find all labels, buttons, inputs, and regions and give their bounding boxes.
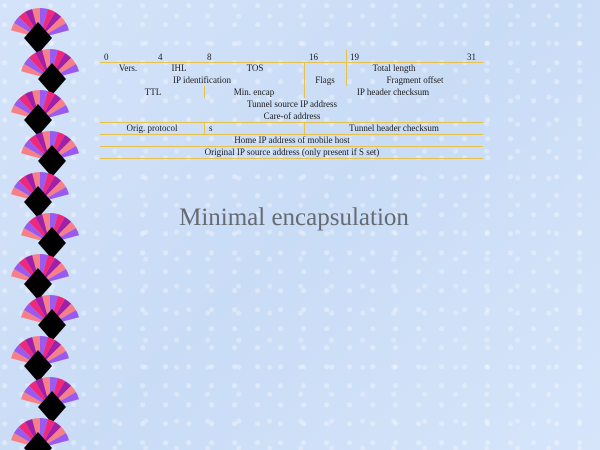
fan-ornament: [21, 376, 79, 423]
row-divider: [100, 122, 483, 123]
fan-hub: [24, 186, 52, 218]
field-ip-identification: IP identification: [173, 75, 231, 85]
field-ip-header-checksum: IP header checksum: [356, 87, 430, 97]
row-divider: [100, 146, 483, 147]
fan-hub: [38, 309, 66, 341]
field-home-ip-address: Home IP address of mobile host: [234, 135, 350, 145]
fan-ornament: [21, 294, 79, 341]
fan-ornament: [11, 253, 69, 300]
decorative-fan-border: [11, 7, 79, 450]
bit-position-31: 31: [467, 52, 476, 62]
fan-hub: [38, 227, 66, 259]
field-fragment-offset: Fragment offset: [386, 75, 444, 85]
field-orig-protocol: Orig. protocol: [126, 123, 178, 133]
fan-ornament: [21, 48, 79, 95]
fan-hub: [24, 268, 52, 300]
field-vers: Vers.: [118, 63, 138, 73]
field-original-source-address: Original IP source address (only present…: [204, 147, 380, 157]
field-care-of-address: Care-of address: [263, 111, 321, 121]
field-total-length: Total length: [372, 63, 416, 73]
fan-hub: [24, 104, 52, 136]
row-divider: [100, 158, 483, 159]
fan-ornament: [11, 171, 69, 218]
row-divider: [100, 62, 483, 63]
field-tunnel-source-address: Tunnel source IP address: [246, 99, 338, 109]
fan-ornament: [21, 212, 79, 259]
field-ihl: IHL: [171, 63, 187, 73]
fan-hub: [38, 63, 66, 95]
field-min-encap: Min. encap: [233, 87, 275, 97]
row-divider: [100, 134, 483, 135]
fan-hub: [38, 391, 66, 423]
field-flags: Flags: [315, 75, 335, 85]
bit-position-0: 0: [104, 52, 109, 62]
fan-ornament: [21, 130, 79, 177]
fan-hub: [38, 145, 66, 177]
field-divider-8: [204, 122, 205, 134]
fan-hub: [24, 22, 52, 54]
bit-position-16: 16: [309, 52, 318, 62]
bit-position-8: 8: [207, 52, 212, 62]
bit-position-19: 19: [350, 52, 359, 62]
field-divider-16: [304, 62, 305, 98]
field-divider-8: [204, 86, 205, 98]
field-divider-19: [346, 50, 347, 86]
field-ttl: TTL: [144, 87, 162, 97]
field-divider-16: [304, 122, 305, 134]
bit-position-4: 4: [158, 52, 163, 62]
fan-hub: [24, 350, 52, 382]
fan-ornament: [11, 417, 69, 450]
fan-ornament: [11, 335, 69, 382]
field-tos: TOS: [246, 63, 264, 73]
fan-ornament: [11, 7, 69, 54]
fan-ornament: [11, 89, 69, 136]
field-s-flag: s: [209, 123, 213, 133]
fan-hub: [24, 432, 52, 450]
packet-format-diagram: 0 4 8 16 19 31 Vers. IHL TOS Total lengt…: [0, 0, 600, 170]
field-tunnel-header-checksum: Tunnel header checksum: [349, 123, 439, 133]
slide-title: Minimal encapsulation: [179, 204, 409, 231]
